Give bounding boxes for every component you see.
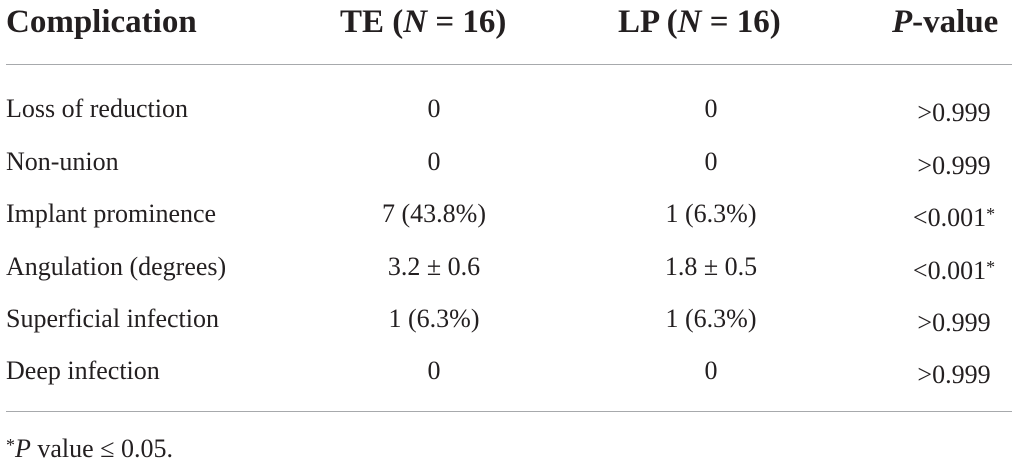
row-label: Non-union <box>6 147 119 176</box>
row-label: Deep infection <box>6 356 160 385</box>
header-rule <box>6 64 1012 65</box>
row-label: Loss of reduction <box>6 94 188 123</box>
header-complication: Complication <box>6 4 197 40</box>
row-label: Implant prominence <box>6 199 217 228</box>
row-label: Superficial infection <box>6 304 219 333</box>
row-label: Angulation (degrees) <box>6 252 227 281</box>
bottom-rule <box>6 411 1012 412</box>
footnote: *P value ≤ 0.05. <box>6 434 173 463</box>
significance-marker: * <box>986 257 996 277</box>
header-te: TE (N = 16) <box>340 4 507 40</box>
header-p-value: P-value <box>892 4 999 40</box>
significance-marker: * <box>986 204 996 224</box>
header-lp: LP (N = 16) <box>618 4 781 40</box>
